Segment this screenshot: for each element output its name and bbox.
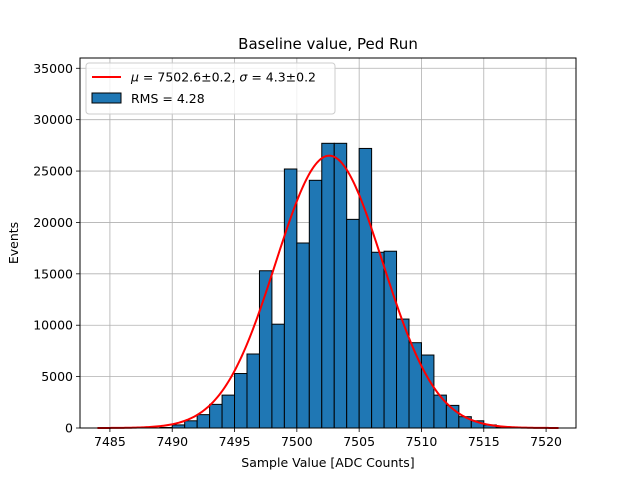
x-axis-ticks: 7485 7490 7495 7500 7505 7510 7515 7520 xyxy=(94,428,562,449)
histogram-bar xyxy=(371,251,385,429)
x-tick-label: 7520 xyxy=(530,434,562,449)
legend-sigma-symbol: σ xyxy=(239,70,248,85)
histogram-bar xyxy=(358,147,373,429)
x-tick-label: 7485 xyxy=(94,434,126,449)
y-tick-label: 25000 xyxy=(33,164,73,179)
histogram-bar xyxy=(246,353,260,429)
y-tick-label: 5000 xyxy=(41,369,73,384)
legend-mu-value: = 7502.6±0.2, xyxy=(139,70,239,85)
histogram-bar xyxy=(333,142,348,429)
x-tick-label: 7510 xyxy=(406,434,438,449)
histogram-bar xyxy=(196,414,211,429)
histogram-bar xyxy=(184,420,198,429)
legend-sigma-value: = 4.3±0.2 xyxy=(247,70,316,85)
histogram-bar xyxy=(271,323,285,429)
histogram-bar xyxy=(346,218,360,429)
legend-histogram-swatch xyxy=(91,92,122,104)
legend: μ = 7502.6±0.2, σ = 4.3±0.2 RMS = 4.28 xyxy=(85,62,336,115)
legend-box xyxy=(85,62,336,115)
y-tick-label: 35000 xyxy=(33,61,73,76)
x-tick-label: 7495 xyxy=(219,434,251,449)
x-tick-label: 7500 xyxy=(281,434,313,449)
chart-title: Baseline value, Ped Run xyxy=(238,35,418,53)
y-axis-ticks: 0 5000 10000 15000 20000 25000 30000 35000 xyxy=(33,61,80,436)
legend-mu-symbol: μ xyxy=(130,70,139,85)
legend-fit-label: μ = 7502.6±0.2, σ = 4.3±0.2 xyxy=(130,70,316,85)
histogram-bar xyxy=(221,394,236,429)
x-tick-label: 7505 xyxy=(343,434,375,449)
gaussian-fit-curve xyxy=(97,154,559,429)
legend-histogram-label: RMS = 4.28 xyxy=(131,91,205,106)
y-tick-label: 30000 xyxy=(33,112,73,127)
histogram-bar xyxy=(321,142,335,429)
y-tick-label: 20000 xyxy=(33,215,73,230)
y-axis-label: Events xyxy=(6,222,21,264)
y-tick-label: 10000 xyxy=(33,318,73,333)
plot-frame xyxy=(79,57,577,429)
histogram-bar xyxy=(383,250,398,429)
histogram-bar xyxy=(408,342,422,429)
x-tick-label: 7490 xyxy=(156,434,188,449)
x-tick-label: 7515 xyxy=(468,434,500,449)
histogram-bar xyxy=(209,403,223,429)
histogram-bar xyxy=(308,179,323,429)
histogram-bar xyxy=(420,354,435,429)
y-tick-label: 15000 xyxy=(33,266,73,281)
x-axis-label: Sample Value [ADC Counts] xyxy=(241,455,414,470)
histogram-bar xyxy=(234,373,248,429)
histogram-bar xyxy=(296,242,310,429)
y-tick-label: 0 xyxy=(65,421,73,436)
